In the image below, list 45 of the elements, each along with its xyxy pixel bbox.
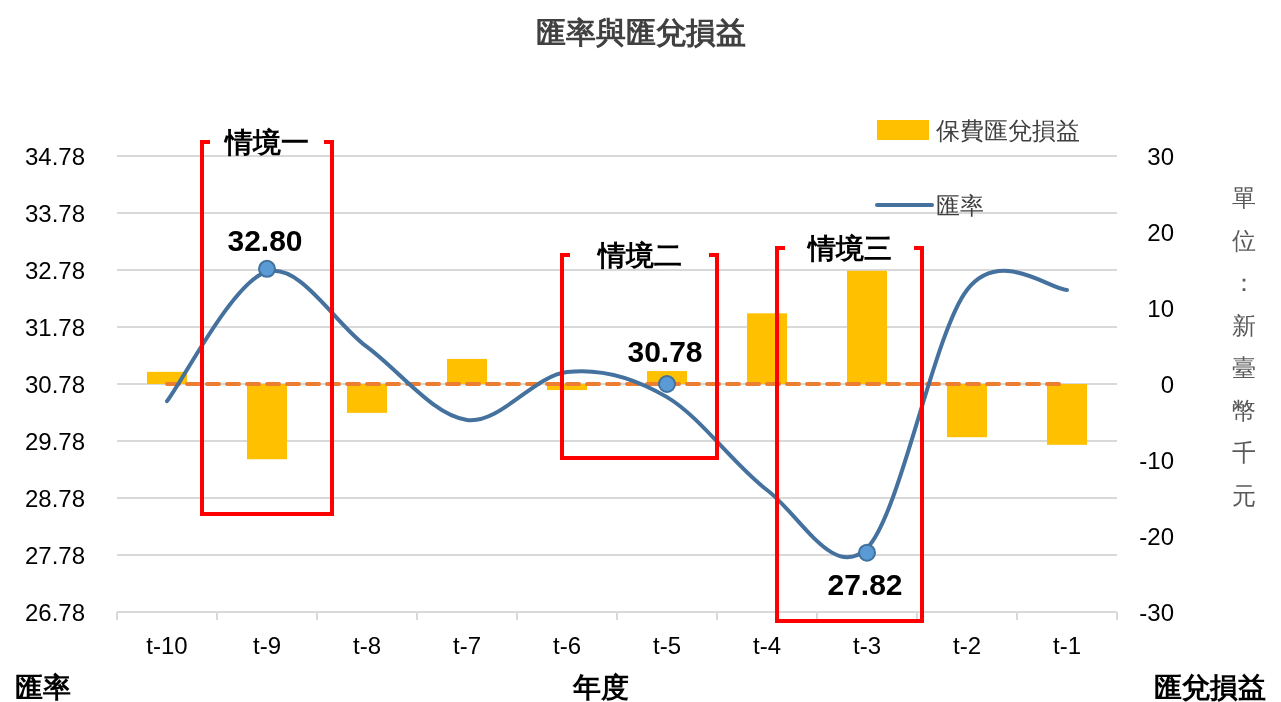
annotation: 情境三 bbox=[805, 233, 892, 264]
x-tick-label: t-6 bbox=[552, 632, 582, 659]
x-tick-label: t-10 bbox=[146, 632, 188, 659]
y-axis-title: 匯率 bbox=[15, 672, 71, 702]
y2-tick-label: -10 bbox=[1139, 447, 1174, 474]
legend-label: 保費匯兌損益 bbox=[936, 117, 1080, 144]
y-tick-label: 28.78 bbox=[24, 485, 85, 512]
y-tick-label: 32.78 bbox=[24, 257, 85, 284]
y2-axis-title: 匯兌損益 bbox=[1154, 672, 1266, 702]
text: 單位：新臺幣千元 bbox=[1232, 184, 1256, 509]
data-label: 27.82 bbox=[827, 567, 903, 601]
y2-tick-label: 10 bbox=[1147, 295, 1174, 322]
bar bbox=[347, 384, 387, 413]
bar bbox=[247, 384, 287, 460]
y-tick-label: 26.78 bbox=[24, 599, 85, 626]
x-axis-title: 年度 bbox=[571, 672, 629, 702]
bar bbox=[847, 270, 887, 384]
y-tick-label: 31.78 bbox=[24, 314, 85, 341]
chart-title: 匯率與匯兌損益 bbox=[535, 16, 746, 49]
y2-tick-label: 0 bbox=[1160, 371, 1174, 398]
annotation: 情境一 bbox=[223, 127, 309, 158]
y-tick-label: 29.78 bbox=[24, 428, 85, 455]
y2-tick-label: 30 bbox=[1147, 143, 1174, 170]
x-tick-label: t-1 bbox=[1052, 632, 1082, 659]
y2-tick-label: -30 bbox=[1139, 599, 1174, 626]
data-label: 32.80 bbox=[227, 223, 303, 257]
x-tick-label: t-5 bbox=[652, 632, 682, 659]
y2-tick-label: 20 bbox=[1147, 219, 1174, 246]
bar bbox=[447, 358, 487, 384]
annotation: 情境二 bbox=[595, 240, 682, 271]
legend-label: 匯率 bbox=[936, 192, 984, 219]
x-tick-label: t-9 bbox=[252, 632, 282, 659]
y-tick-label: 27.78 bbox=[24, 542, 85, 569]
x-tick-label: t-3 bbox=[852, 632, 882, 659]
y2-tick-label: -20 bbox=[1139, 523, 1174, 550]
x-tick-label: t-7 bbox=[452, 632, 482, 659]
y-tick-label: 30.78 bbox=[24, 371, 85, 398]
y-tick-label: 34.78 bbox=[24, 143, 85, 170]
bar bbox=[1047, 384, 1087, 445]
data-label: 30.78 bbox=[627, 335, 703, 368]
x-tick-label: t-8 bbox=[352, 632, 382, 659]
x-tick-label: t-4 bbox=[752, 632, 782, 659]
y-tick-label: 33.78 bbox=[24, 200, 85, 227]
bar bbox=[947, 384, 987, 438]
x-tick-label: t-2 bbox=[952, 632, 982, 659]
